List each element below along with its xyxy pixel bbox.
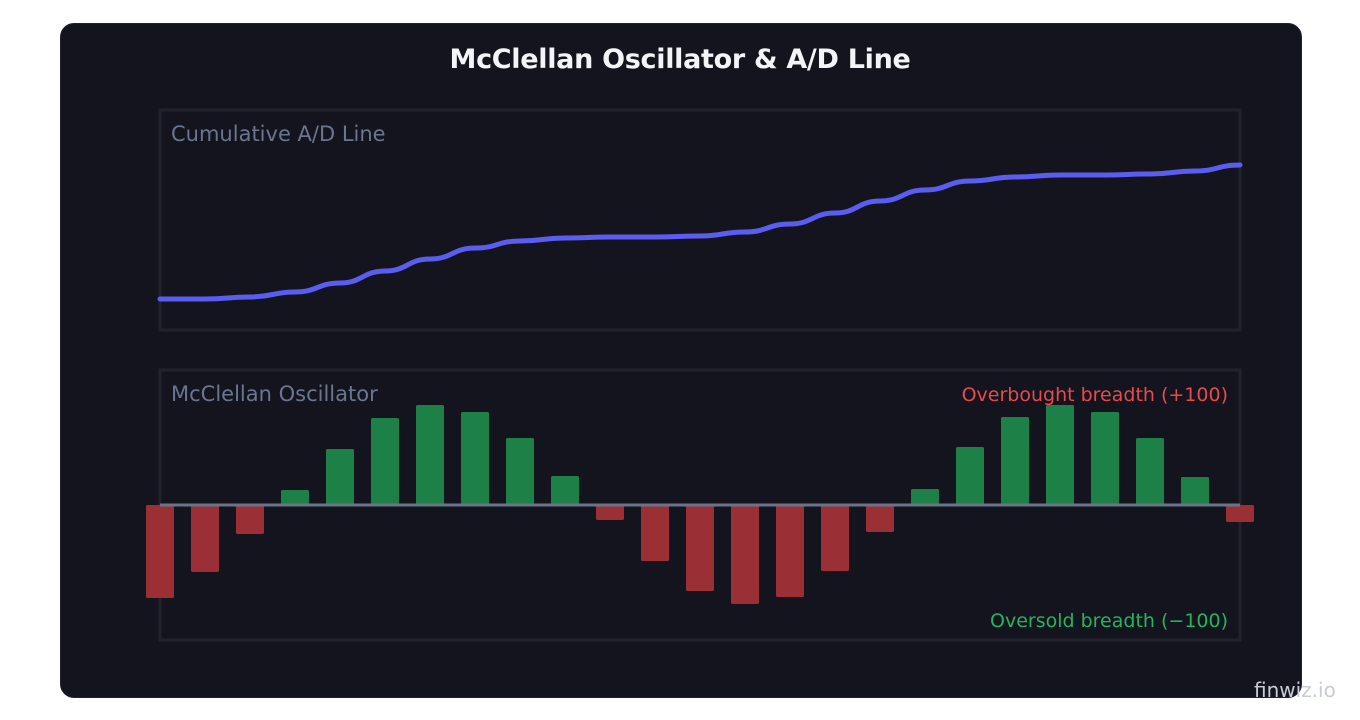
positive-bar (551, 476, 579, 505)
ad-line-series (157, 162, 1243, 302)
negative-bar (596, 505, 624, 520)
negative-bar (686, 505, 714, 591)
oversold-annotation: Oversold breadth (−100) (990, 610, 1228, 632)
negative-bar (146, 505, 174, 598)
negative-bar (236, 505, 264, 534)
watermark: finwiz.io (1254, 678, 1336, 702)
positive-bar (281, 490, 309, 505)
negative-bar (191, 505, 219, 572)
positive-bar (326, 449, 354, 505)
positive-bar (956, 447, 984, 505)
negative-bar (776, 505, 804, 597)
negative-bar (641, 505, 669, 561)
negative-bar (866, 505, 894, 532)
positive-bar (461, 412, 489, 505)
overbought-annotation: Overbought breadth (+100) (962, 384, 1228, 406)
positive-bar (1046, 405, 1074, 505)
negative-bar (731, 505, 759, 604)
negative-bar (1226, 505, 1254, 522)
ad-panel-title: Cumulative A/D Line (171, 122, 386, 146)
osc-panel-title: McClellan Oscillator (171, 382, 378, 406)
negative-bar (821, 505, 849, 571)
chart-title: McClellan Oscillator & A/D Line (449, 44, 911, 75)
positive-bar (416, 405, 444, 505)
ad-panel-frame (158, 108, 1242, 332)
positive-bar (1181, 477, 1209, 505)
positive-bar (1136, 438, 1164, 505)
positive-bar (1001, 417, 1029, 505)
positive-bar (1091, 412, 1119, 505)
positive-bar (911, 489, 939, 505)
chart-card (60, 23, 1302, 698)
positive-bar (506, 438, 534, 505)
positive-bar (371, 418, 399, 505)
